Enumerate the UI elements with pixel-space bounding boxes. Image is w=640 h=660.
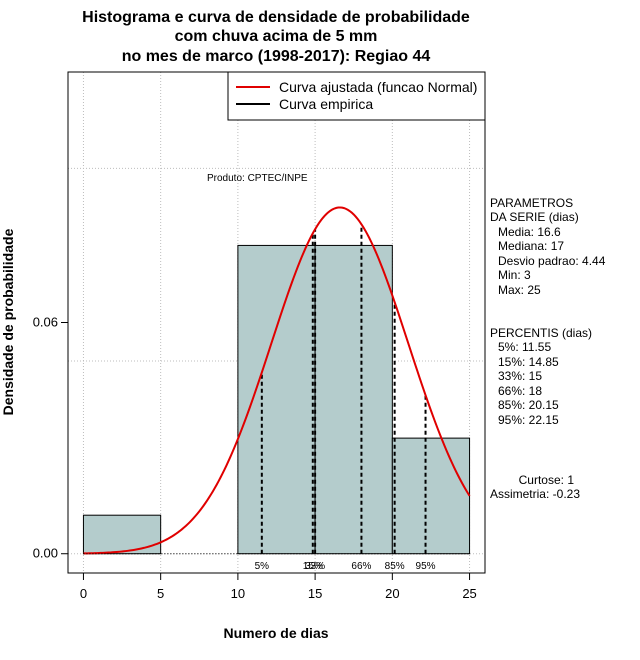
legend-label-normal: Curva ajustada (funcao Normal) [279,79,477,95]
chart-title-line-2: com chuva acima de 5 mm [175,28,378,45]
histogram-bars [82,244,471,555]
percentil-66: 66%: 18 [498,384,542,398]
product-note: Produto: CPTEC/INPE [207,173,308,184]
percentis-block: PERCENTIS (dias) 5%: 11.55 15%: 14.85 33… [490,326,592,427]
percentil-5: 5%: 11.55 [498,340,551,354]
axes-layer: 0 5 10 15 20 25 0.00 0.06 [33,315,477,602]
chart-title-line-3: no mes de marco (1998-2017): Regiao 44 [122,48,431,65]
percentis-heading: PERCENTIS (dias) [490,326,592,340]
percentile-label-5: 95% [416,561,436,572]
chart-title-line-1: Histograma e curva de densidade de proba… [82,9,470,26]
parameter-mediana: Mediana: 17 [498,239,564,253]
percentile-label-3: 66% [351,561,371,572]
x-tick-label-4: 20 [385,586,399,601]
legend: Curva ajustada (funcao Normal) Curva emp… [227,71,486,121]
parameters-block: PARAMETROS DA SERIE (dias) Media: 16.6 M… [490,196,606,297]
x-tick-label-1: 5 [157,586,164,601]
x-tick-label-0: 0 [80,586,87,601]
percentile-label-1: 15% [303,561,323,572]
y-tick-label-1: 0.06 [33,315,58,330]
x-tick-label-2: 10 [231,586,245,601]
percentile-label-0: 5% [255,561,270,572]
parameter-desvio: Desvio padrao: 4.44 [498,254,606,268]
parameter-media: Media: 16.6 [498,225,561,239]
percentil-95: 95%: 22.15 [498,413,559,427]
legend-box [227,71,486,121]
y-tick-label-0: 0.00 [33,546,58,561]
normal-curve-layer [83,206,471,555]
x-tick-label-5: 25 [462,586,476,601]
parameters-heading-2: DA SERIE (dias) [490,210,579,224]
histogram-bar-4 [391,437,471,555]
assimetria-value: Assimetria: -0.23 [490,487,580,501]
percentile-lines: 5% 15%33% 66% 85% 95% [255,224,436,572]
x-tick-label-3: 15 [308,586,322,601]
histogram-bar-3 [314,244,393,555]
parameter-min: Min: 3 [498,268,531,282]
percentile-label-2: 33% [305,561,325,572]
legend-label-empirica: Curva empirica [279,96,373,112]
x-axis-label: Numero de dias [223,625,328,641]
y-axis-label: Densidade de probabilidade [0,228,16,415]
percentil-15: 15%: 14.85 [498,355,559,369]
percentil-33: 33%: 15 [498,369,542,383]
histogram-bar-2 [237,244,316,555]
normal-curve [83,206,471,555]
percentile-label-4: 85% [385,561,405,572]
parameters-heading-1: PARAMETROS [490,196,573,210]
percentil-85: 85%: 20.15 [498,398,559,412]
histogram-bar-0 [82,514,162,555]
parameter-max: Max: 25 [498,283,541,297]
curtose-value: Curtose: 1 [519,473,575,487]
